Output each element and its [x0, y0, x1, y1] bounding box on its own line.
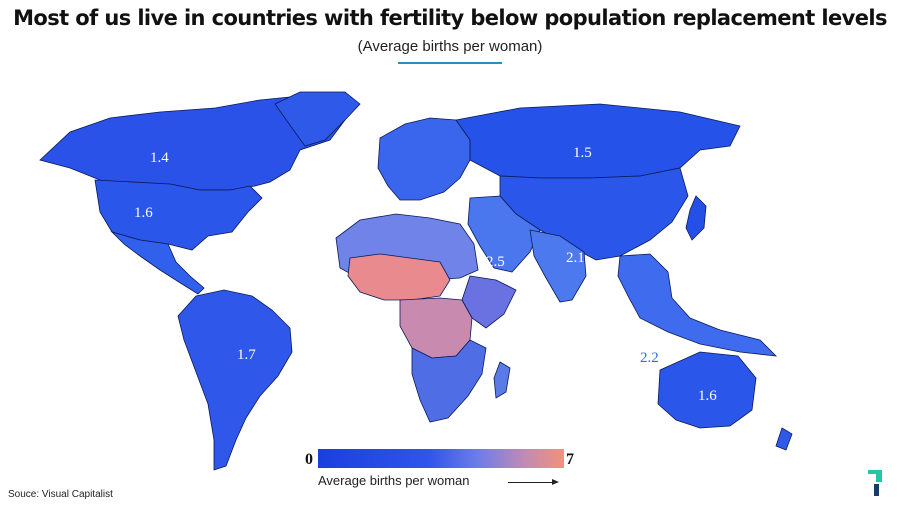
legend-max-label: 7: [566, 451, 574, 468]
region-japan: [685, 195, 707, 241]
label-middle-east: 2.5: [486, 254, 505, 270]
brand-logo-icon: [868, 470, 882, 496]
region-southeast-asia: [617, 253, 778, 357]
label-russia: 1.5: [573, 145, 592, 161]
chart-title: Most of us live in countries with fertil…: [13, 6, 887, 30]
legend-min-label: 0: [305, 451, 313, 468]
subtitle-underline: [398, 62, 502, 64]
region-central-africa: [399, 297, 473, 359]
label-south-asia: 2.1: [566, 250, 585, 266]
chart-subtitle: (Average births per woman): [357, 38, 543, 55]
label-southeast-asia: 2.2: [640, 350, 659, 366]
region-middle-east: [467, 195, 541, 273]
region-southern-africa: [411, 339, 487, 423]
region-mexico: [110, 231, 205, 295]
legend-color-scale: [318, 449, 564, 468]
label-canada: 1.4: [150, 150, 169, 166]
region-greenland: [274, 91, 361, 147]
label-usa: 1.6: [134, 205, 153, 221]
label-south-america: 1.7: [237, 347, 256, 363]
region-sahel: [347, 253, 451, 301]
region-madagascar: [493, 361, 511, 399]
region-south-america: [177, 289, 293, 471]
region-europe: [377, 117, 471, 201]
region-south-asia: [529, 229, 587, 303]
region-australia: [657, 351, 757, 429]
legend-caption: Average births per woman: [318, 473, 470, 488]
source-credit: Souce: Visual Capitalist: [8, 489, 113, 500]
region-russia: [455, 103, 741, 179]
legend-arrow-icon: [552, 479, 559, 485]
label-australia: 1.6: [698, 388, 717, 404]
legend-arrow-line: [508, 482, 554, 483]
region-new-zealand: [775, 427, 793, 451]
label-south-america-south: 1.9: [242, 450, 261, 466]
